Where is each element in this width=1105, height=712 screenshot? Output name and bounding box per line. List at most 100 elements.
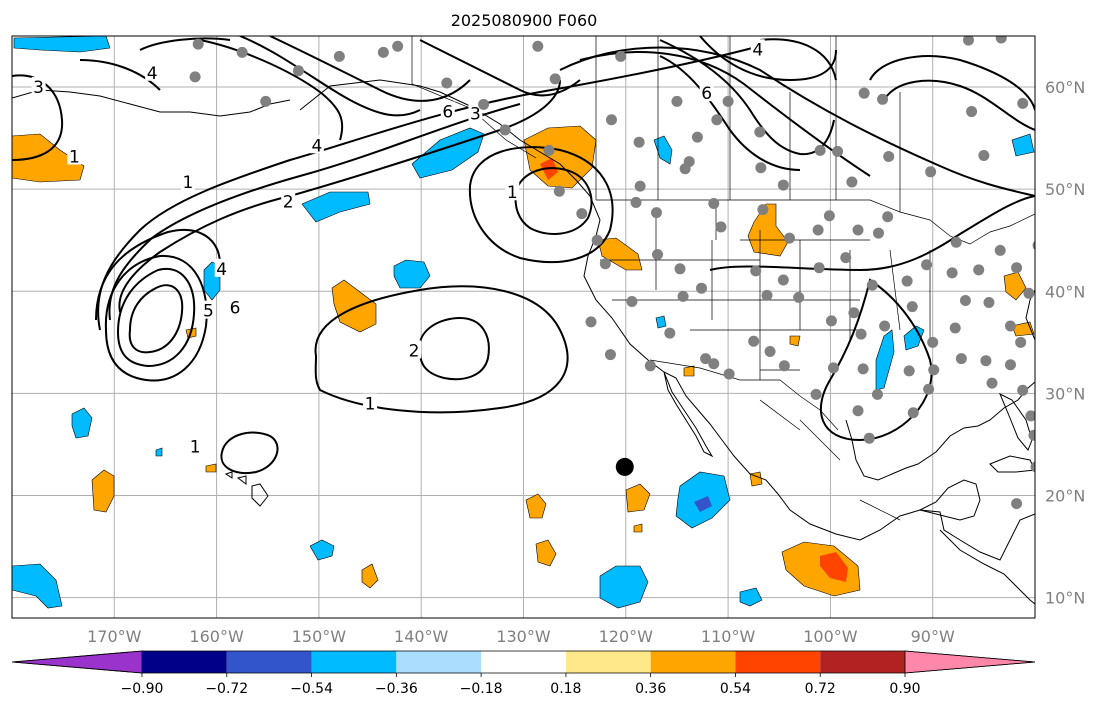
colorbar: −0.90 −0.72 −0.54 −0.36 −0.18 0.18 0.36 0.54 0.7… <box>11 650 1036 697</box>
anomaly-contours <box>12 36 1035 474</box>
negative-anomaly-field <box>155 447 163 457</box>
station-marker <box>677 290 689 302</box>
contour-line <box>269 36 471 102</box>
positive-anomaly-field <box>820 552 848 582</box>
station-marker <box>1011 262 1023 274</box>
contour-line <box>659 55 801 171</box>
contour-label: 6 <box>442 103 453 123</box>
contour-label-bg <box>363 393 378 412</box>
station-marker <box>1032 240 1035 250</box>
coastline-baja <box>663 371 714 458</box>
station-marker <box>652 249 664 261</box>
station-marker <box>827 362 839 374</box>
station-marker <box>532 40 544 52</box>
station-marker <box>1004 359 1016 371</box>
negative-anomaly-field <box>12 563 63 609</box>
contour-line <box>883 79 1035 131</box>
coastline-gulf <box>845 381 1035 481</box>
station-marker <box>825 315 837 327</box>
station-marker <box>846 176 858 188</box>
station-marker <box>783 232 795 244</box>
negative-anomaly-field <box>653 135 673 165</box>
positive-anomaly-field <box>535 539 557 567</box>
station-marker <box>755 162 767 174</box>
contour-line <box>199 39 344 141</box>
positive-anomaly-field <box>331 279 377 333</box>
colorbar-tick-label: −0.72 <box>205 681 248 697</box>
station-marker <box>553 185 565 197</box>
negative-anomaly-field <box>599 565 649 609</box>
contour-label: 2 <box>283 192 294 212</box>
border-mexico-states <box>759 399 901 521</box>
negative-anomaly-field <box>309 539 335 561</box>
longitude-label: 170°W <box>87 627 142 646</box>
station-marker <box>855 328 867 340</box>
station-marker <box>604 349 616 361</box>
colorbar-segment <box>311 651 397 673</box>
contour-label: 1 <box>365 395 376 415</box>
longitude-label: 130°W <box>496 627 551 646</box>
station-marker <box>778 360 790 372</box>
station-marker <box>664 327 676 339</box>
station-marker <box>882 211 894 223</box>
station-marker <box>866 279 878 291</box>
station-marker <box>644 360 656 372</box>
contour-labels: 1124631456211464351 <box>0 39 765 457</box>
colorbar-tick-label: −0.54 <box>290 681 333 697</box>
station-marker <box>650 207 662 219</box>
station-marker <box>950 236 962 248</box>
contour-label: 4 <box>147 64 158 84</box>
station-marker <box>973 264 985 276</box>
colorbar-tick-label: 0.90 <box>889 681 920 697</box>
contour-line <box>314 285 569 414</box>
map-panel: 1124631456211464351 <box>0 36 1105 618</box>
colorbar-tick-label: 0.54 <box>720 681 751 697</box>
station-marker <box>986 377 998 389</box>
negative-anomaly-field <box>393 259 431 289</box>
contour-label-bg <box>0 348 7 366</box>
station-marker <box>949 322 961 334</box>
gridlines <box>12 36 1035 618</box>
station-marker <box>236 46 248 58</box>
station-marker <box>764 346 776 358</box>
latitude-label: 60°N <box>1045 78 1085 97</box>
positive-anomaly-field <box>12 133 85 183</box>
station-marker <box>983 296 995 308</box>
contour-line <box>559 46 1035 197</box>
coastline-yucatan <box>918 479 981 521</box>
longitude-label: 150°W <box>292 627 347 646</box>
station-marker <box>1023 287 1035 299</box>
contour-line <box>128 284 184 354</box>
station-marker <box>748 335 760 347</box>
positive-anomaly-field <box>749 471 763 487</box>
station-marker <box>605 114 617 126</box>
station-marker <box>955 353 967 365</box>
contour-label: 1 <box>507 183 518 203</box>
station-marker <box>674 263 686 275</box>
contour-line <box>709 195 1035 272</box>
contour-label: 1 <box>69 147 80 167</box>
station-marker <box>671 95 683 107</box>
station-marker <box>543 144 555 156</box>
station-marker <box>995 36 1007 44</box>
station-marker <box>814 144 826 156</box>
contour-label-bg <box>505 182 520 201</box>
station-marker <box>1096 242 1105 253</box>
station-marker <box>333 50 345 62</box>
contour-line <box>220 431 279 474</box>
contour-label-bg <box>188 436 203 455</box>
station-marker <box>630 196 642 208</box>
negative-anomaly-field <box>1011 133 1035 157</box>
station-marker <box>978 149 990 161</box>
station-marker <box>691 131 703 143</box>
station-marker <box>585 316 597 328</box>
contour-label-bg <box>201 300 216 319</box>
political-borders <box>411 36 1035 521</box>
station-marker <box>1028 429 1035 441</box>
contour-label-bg <box>699 83 714 102</box>
station-marker <box>852 224 864 236</box>
colorbar-segment <box>142 651 227 673</box>
border-canada-provinces <box>595 36 901 212</box>
station-marker <box>377 46 389 58</box>
positive-anomaly-field <box>523 125 597 189</box>
